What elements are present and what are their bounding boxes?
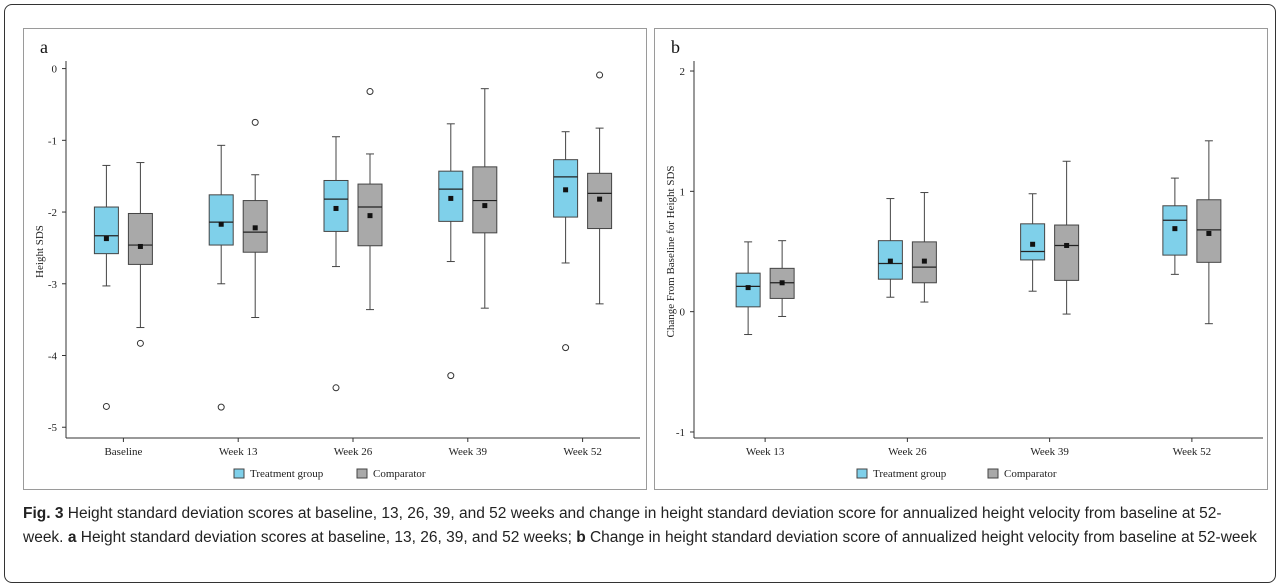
x-tick-label-a: Week 26 xyxy=(334,446,373,458)
outlier-treatment xyxy=(217,403,225,411)
legend-swatch-comparator xyxy=(356,468,368,479)
y-axis-label-b: Change From Baseline for Height SDS xyxy=(665,165,677,337)
figure-caption: Fig. 3 Height standard deviation scores … xyxy=(23,502,1258,550)
x-tick-label-a: Week 13 xyxy=(219,446,258,458)
mean-marker-treatment xyxy=(887,258,893,264)
x-tick-label-a: Week 39 xyxy=(449,446,488,458)
mean-marker-treatment xyxy=(103,236,109,242)
x-tick-label-a: Baseline xyxy=(104,446,142,458)
box-comparator xyxy=(587,172,613,230)
chart-b-svg: 2 1 0 -1 Change From Baseline for Height SDS… xyxy=(665,61,1263,480)
caption-fig-label: Fig. 3 xyxy=(23,505,64,522)
legend-label-comparator: Comparator xyxy=(1004,468,1057,480)
y-tick-label-a: 0 xyxy=(52,64,58,76)
mean-marker-comparator xyxy=(779,280,785,286)
mean-marker-treatment xyxy=(1172,226,1178,232)
y-tick-label-a: -4 xyxy=(48,351,58,363)
y-tick-label-a: -5 xyxy=(48,422,58,434)
mean-marker-treatment xyxy=(1030,241,1036,247)
y-tick-label-b: -1 xyxy=(676,427,685,439)
chart-a-svg: 0 -1 -2 -3 -4 -5 Height SDS Baseline Week 13 Week… xyxy=(34,61,640,480)
outlier-treatment xyxy=(332,384,340,392)
caption-a-label: a xyxy=(67,529,77,546)
box-comparator xyxy=(127,212,153,265)
box-treatment xyxy=(323,179,349,232)
chart-panel-b: b 2 1 0 -1 Change From Baseline for Height S… xyxy=(654,28,1268,490)
panel-a-label: a xyxy=(40,37,48,57)
chart-panel-a: a 0 -1 -2 -3 -4 -5 Height SDS Baseline Week 13 We… xyxy=(23,28,647,490)
mean-marker-comparator xyxy=(1064,242,1070,248)
caption-b-text: Change in height standard deviation scor… xyxy=(585,529,1257,546)
outlier-comparator xyxy=(366,88,374,96)
x-tick-label-b: Week 39 xyxy=(1030,446,1069,458)
y-tick-label-b: 1 xyxy=(680,186,686,198)
mean-marker-comparator xyxy=(367,213,373,219)
outlier-treatment xyxy=(102,402,110,410)
legend-label-treatment: Treatment group xyxy=(873,468,947,480)
mean-marker-treatment xyxy=(333,205,339,211)
legend-label-comparator: Comparator xyxy=(373,468,426,480)
caption-b-label: b xyxy=(576,529,586,546)
box-comparator xyxy=(1196,199,1222,263)
mean-marker-comparator xyxy=(482,203,488,209)
caption-main-text: Height standard deviation scores at base… xyxy=(23,505,1222,546)
mean-marker-treatment xyxy=(745,285,751,291)
x-tick-label-b: Week 52 xyxy=(1173,446,1212,458)
legend-swatch-treatment xyxy=(856,468,868,479)
legend-label-treatment: Treatment group xyxy=(250,468,324,480)
x-tick-label-b: Week 13 xyxy=(746,446,785,458)
y-tick-label-b: 2 xyxy=(680,66,686,78)
outlier-comparator xyxy=(136,339,144,347)
mean-marker-comparator xyxy=(252,225,258,231)
y-tick-label-a: -2 xyxy=(48,207,57,219)
y-axis-label-a: Height SDS xyxy=(34,225,46,278)
mean-marker-comparator xyxy=(1206,230,1212,236)
y-tick-label-b: 0 xyxy=(680,307,686,319)
mean-marker-treatment xyxy=(218,221,224,227)
box-treatment xyxy=(208,194,234,246)
legend-swatch-comparator xyxy=(987,468,999,479)
box-treatment xyxy=(93,206,119,255)
y-tick-label-a: -1 xyxy=(48,135,57,147)
mean-marker-treatment xyxy=(563,187,569,193)
outlier-comparator xyxy=(596,71,604,79)
outlier-comparator xyxy=(251,118,259,126)
panel-b-label: b xyxy=(671,37,680,57)
box-comparator xyxy=(472,166,498,234)
outlier-treatment xyxy=(447,372,455,380)
mean-marker-comparator xyxy=(137,243,143,249)
box-comparator xyxy=(1054,224,1080,281)
caption-a-text: Height standard deviation scores at base… xyxy=(76,529,577,546)
mean-marker-comparator xyxy=(597,196,603,202)
mean-marker-treatment xyxy=(448,195,454,201)
x-tick-label-a: Week 52 xyxy=(563,446,602,458)
mean-marker-comparator xyxy=(921,258,927,264)
x-tick-label-b: Week 26 xyxy=(888,446,927,458)
outlier-treatment xyxy=(562,344,570,352)
box-comparator xyxy=(911,241,937,284)
y-tick-label-a: -3 xyxy=(48,279,58,291)
legend-swatch-treatment xyxy=(233,468,245,479)
